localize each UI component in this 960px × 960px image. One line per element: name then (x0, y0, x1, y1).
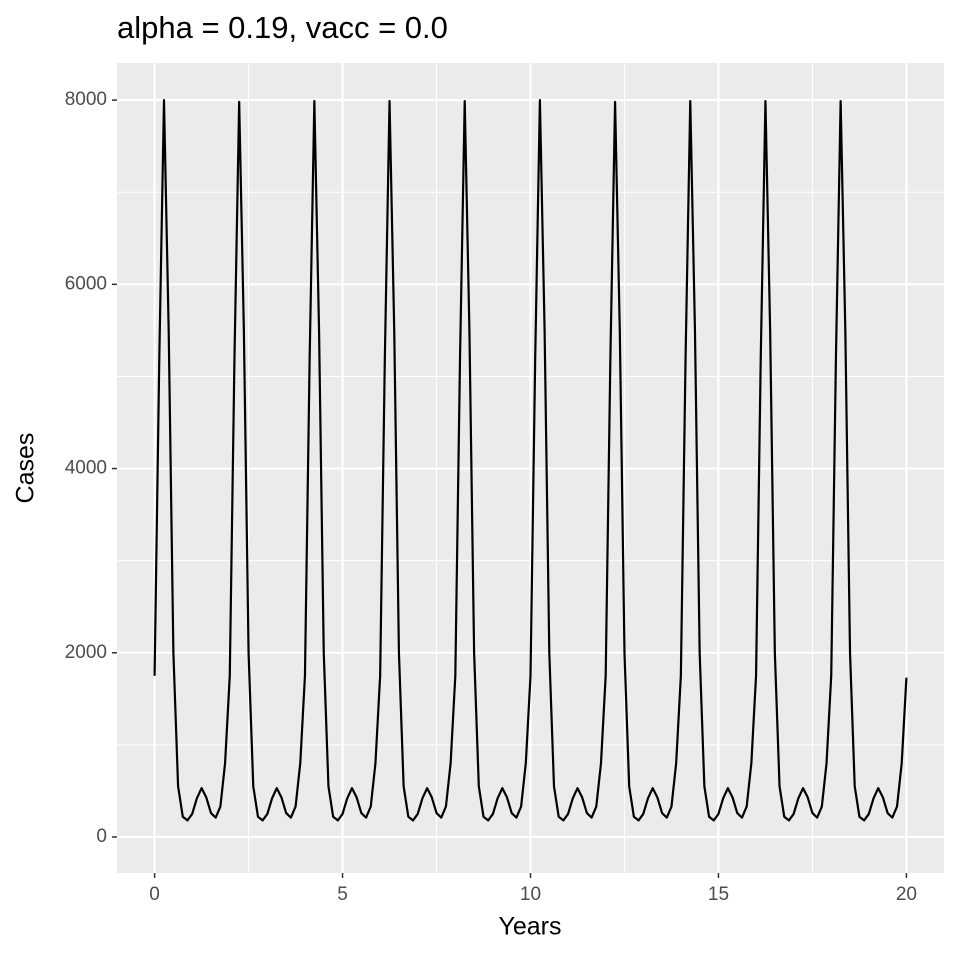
x-tick-label: 5 (337, 884, 348, 905)
x-tick-label: 10 (520, 884, 541, 905)
y-tick-label: 0 (96, 826, 107, 847)
x-tick-label: 15 (708, 884, 729, 905)
y-tick-label: 2000 (65, 642, 107, 663)
x-axis-title: Years (498, 913, 561, 941)
x-tick-label: 20 (896, 884, 917, 905)
chart-title: alpha = 0.19, vacc = 0.0 (117, 10, 448, 45)
y-tick-label: 6000 (65, 273, 107, 294)
y-tick-label: 4000 (65, 458, 107, 479)
x-tick-label: 0 (149, 884, 160, 905)
line (153, 99, 908, 822)
y-tick-label: 8000 (65, 89, 107, 110)
y-axis-title: Cases (12, 433, 40, 504)
